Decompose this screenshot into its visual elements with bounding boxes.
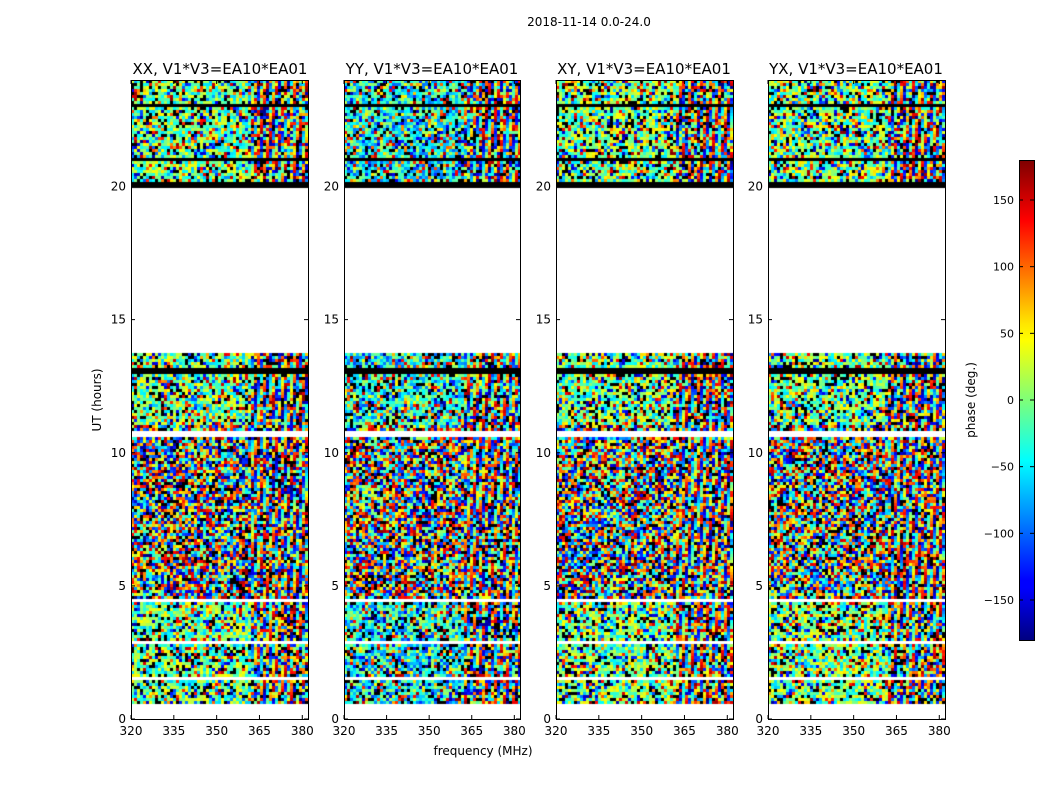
y-tick-label: 0 (543, 712, 551, 726)
colorbar: 150 100 50 0 −50 −100 −150 phase (deg.) (964, 160, 1035, 641)
colorbar-tick-label: −150 (984, 594, 1014, 607)
phase-heatmap (768, 80, 945, 719)
panel-title: XX, V1*V3=EA10*EA01 (133, 60, 308, 78)
colorbar-tick-label: 150 (993, 194, 1014, 207)
y-tick-label: 10 (536, 446, 551, 460)
plot-frame (131, 80, 309, 720)
colorbar-tick-label: 50 (1000, 327, 1014, 340)
colorbar-label: phase (deg.) (964, 362, 978, 438)
phase-heatmap (131, 80, 308, 719)
colorbar-tick-label: 0 (1007, 394, 1014, 407)
y-tick-label: 0 (118, 712, 126, 726)
y-tick-label: 5 (118, 579, 126, 593)
x-tick-label: 365 (885, 724, 908, 738)
x-tick-label: 350 (418, 724, 441, 738)
x-axis-label: frequency (MHz) (433, 744, 532, 758)
x-tick-label: 380 (928, 724, 951, 738)
phase-heatmap (344, 80, 520, 719)
heatmap-image (768, 80, 945, 719)
x-tick-label: 320 (120, 724, 143, 738)
y-tick-label: 10 (324, 446, 339, 460)
x-tick-label: 380 (503, 724, 526, 738)
plot-frame (344, 80, 521, 720)
y-tick-label: 15 (748, 313, 763, 327)
x-tick-label: 365 (248, 724, 271, 738)
colorbar-ticks: 150 100 50 0 −50 −100 −150 (984, 194, 1034, 607)
panel-title: YX, V1*V3=EA10*EA01 (768, 60, 943, 78)
x-tick-label: 350 (205, 724, 228, 738)
x-tick-label: 335 (375, 724, 398, 738)
panel-yy: YY, V1*V3=EA10*EA01 320 335 350 365 380 0 5 10 1… (324, 60, 526, 738)
axis-ticks: 320 335 350 365 380 0 5 10 15 20 (536, 80, 739, 738)
x-tick-label: 350 (842, 724, 865, 738)
x-tick-label: 380 (291, 724, 314, 738)
x-tick-label: 380 (716, 724, 739, 738)
x-tick-label: 335 (587, 724, 610, 738)
y-tick-label: 5 (331, 579, 339, 593)
suptitle: 2018-11-14 0.0-24.0 (527, 15, 651, 29)
x-tick-label: 365 (673, 724, 696, 738)
x-tick-label: 365 (460, 724, 483, 738)
plot-frame (768, 80, 946, 720)
x-tick-label: 335 (799, 724, 822, 738)
y-tick-label: 0 (331, 712, 339, 726)
y-tick-label: 15 (536, 313, 551, 327)
panel-yx: YX, V1*V3=EA10*EA01 320 335 350 365 380 0 5 10 1… (748, 60, 951, 738)
y-tick-label: 5 (755, 579, 763, 593)
colorbar-tick-label: 100 (993, 261, 1014, 274)
heatmap-image (131, 80, 308, 719)
x-tick-label: 320 (545, 724, 568, 738)
y-tick-label: 20 (324, 180, 339, 194)
x-tick-label: 350 (630, 724, 653, 738)
y-tick-label: 10 (111, 446, 126, 460)
heatmap-image (556, 80, 733, 719)
panel-xy: XY, V1*V3=EA10*EA01 320 335 350 365 380 0 5 10 1… (536, 60, 739, 738)
y-tick-label: 10 (748, 446, 763, 460)
y-tick-label: 5 (543, 579, 551, 593)
y-tick-label: 20 (748, 180, 763, 194)
panel-xx: XX, V1*V3=EA10*EA01 320 335 350 365 380 0 5 10 1… (111, 60, 314, 738)
colorbar-tick-label: −50 (991, 461, 1014, 474)
x-tick-label: 320 (333, 724, 356, 738)
panel-title: YY, V1*V3=EA10*EA01 (345, 60, 519, 78)
x-tick-label: 320 (757, 724, 780, 738)
y-tick-label: 15 (324, 313, 339, 327)
panel-title: XY, V1*V3=EA10*EA01 (557, 60, 731, 78)
heatmap-image (344, 80, 520, 719)
y-tick-label: 15 (111, 313, 126, 327)
axis-ticks: 320 335 350 365 380 0 5 10 15 20 (111, 80, 314, 738)
plot-frame (556, 80, 734, 720)
axis-ticks: 320 335 350 365 380 0 5 10 15 20 (324, 80, 526, 738)
x-tick-label: 335 (162, 724, 185, 738)
y-axis-label: UT (hours) (90, 368, 104, 431)
axis-ticks: 320 335 350 365 380 0 5 10 15 20 (748, 80, 951, 738)
colorbar-tick-label: −100 (984, 527, 1014, 540)
y-tick-label: 0 (755, 712, 763, 726)
y-tick-label: 20 (536, 180, 551, 194)
phase-heatmap (556, 80, 733, 719)
y-tick-label: 20 (111, 180, 126, 194)
